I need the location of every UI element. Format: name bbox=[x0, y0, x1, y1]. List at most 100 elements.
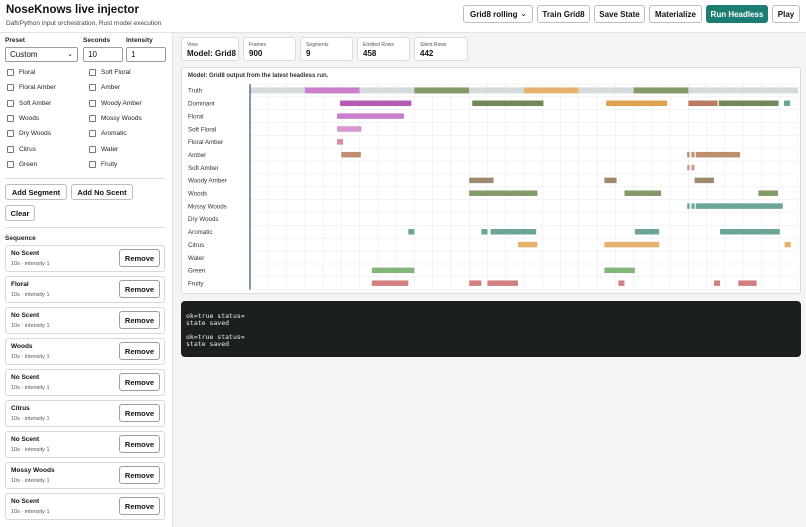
scent-checkbox[interactable]: Soft Amber bbox=[7, 99, 52, 107]
remove-button[interactable]: Remove bbox=[119, 435, 160, 453]
play-button[interactable]: Play bbox=[772, 5, 800, 23]
preset-select[interactable]: Custom ⌄ bbox=[5, 47, 78, 62]
checkbox-icon[interactable] bbox=[89, 145, 96, 153]
checkbox-icon[interactable] bbox=[89, 99, 96, 107]
scent-checkbox[interactable]: Mossy Woods bbox=[89, 114, 142, 122]
scent-checkbox-label: Fruity bbox=[101, 160, 118, 168]
train-button[interactable]: Train Grid8 bbox=[537, 5, 590, 23]
prediction-bar bbox=[691, 164, 695, 171]
stat-value: Model: Grid8 bbox=[187, 49, 236, 58]
preset-label: Preset bbox=[5, 37, 25, 44]
checkbox-icon[interactable] bbox=[7, 145, 14, 153]
remove-button[interactable]: Remove bbox=[119, 497, 160, 515]
remove-button[interactable]: Remove bbox=[119, 373, 160, 391]
scent-checkbox[interactable]: Soft Floral bbox=[89, 69, 131, 76]
scent-checkbox[interactable]: Woody Amber bbox=[89, 99, 142, 107]
prediction-bar bbox=[490, 229, 537, 235]
stat-label: View bbox=[187, 42, 198, 48]
prediction-bar bbox=[371, 267, 415, 274]
prediction-bar bbox=[687, 203, 690, 209]
intensity-label: Intensity bbox=[126, 37, 153, 44]
prediction-bar bbox=[341, 151, 361, 158]
prediction-bar bbox=[634, 229, 660, 235]
row-label: Dominant bbox=[188, 101, 215, 108]
remove-button[interactable]: Remove bbox=[119, 342, 160, 360]
sidebar: Preset Seconds Intensity Custom ⌄ 10 1 F… bbox=[0, 33, 173, 527]
truth-segment bbox=[359, 87, 415, 94]
prediction-bar bbox=[606, 100, 668, 107]
header-bar: NoseKnows live injector Daft/Python inpu… bbox=[0, 0, 806, 33]
truth-segment bbox=[688, 87, 798, 94]
prediction-bar bbox=[604, 177, 617, 184]
checkbox-icon[interactable] bbox=[7, 130, 14, 138]
seconds-input[interactable]: 10 bbox=[83, 47, 123, 62]
save-state-button[interactable]: Save State bbox=[594, 5, 645, 23]
prediction-bar bbox=[337, 126, 362, 132]
row-label: Citrus bbox=[188, 242, 204, 249]
model-select[interactable]: Grid8 rolling ⌄ bbox=[463, 5, 533, 23]
prediction-bar bbox=[487, 280, 518, 286]
scent-checkbox[interactable]: Fruity bbox=[89, 160, 118, 168]
scent-checkbox[interactable]: Floral Amber bbox=[7, 84, 56, 92]
scent-checkbox-label: Woody Amber bbox=[101, 99, 142, 107]
scent-checkbox-label: Amber bbox=[101, 84, 121, 92]
add-segment-button[interactable]: Add Segment bbox=[5, 184, 67, 200]
checkbox-icon[interactable] bbox=[7, 99, 14, 107]
sequence-item-meta: 10s · intensity 1 bbox=[11, 416, 50, 422]
sequence-item-name: Mossy Woods bbox=[11, 467, 55, 474]
chevron-down-icon: ⌄ bbox=[520, 9, 527, 18]
stat-label: Silent Rows bbox=[420, 42, 447, 48]
scent-checkbox[interactable]: Floral bbox=[7, 69, 35, 76]
stat-card: View Model: Grid8 bbox=[181, 37, 239, 61]
scent-checkbox-label: Soft Floral bbox=[101, 69, 131, 76]
row-label: Water bbox=[188, 255, 204, 262]
remove-button[interactable]: Remove bbox=[119, 249, 160, 267]
terminal-output: ok=true status= state saved ok=true status… bbox=[181, 301, 801, 357]
terminal-line: state saved bbox=[186, 340, 230, 348]
checkbox-icon[interactable] bbox=[89, 130, 96, 138]
scent-checkbox[interactable]: Water bbox=[89, 145, 118, 153]
sequence-item: Citrus 10s · intensity 1 Remove bbox=[5, 400, 165, 427]
checkbox-icon[interactable] bbox=[89, 69, 96, 76]
row-label: Fruity bbox=[188, 280, 204, 287]
prediction-bar bbox=[618, 280, 625, 286]
scent-checkbox[interactable]: Citrus bbox=[7, 145, 36, 153]
checkbox-icon[interactable] bbox=[7, 114, 14, 122]
checkbox-icon[interactable] bbox=[89, 84, 96, 92]
checkbox-icon[interactable] bbox=[7, 69, 14, 76]
scent-checkbox-label: Soft Amber bbox=[19, 99, 52, 107]
scent-checkbox[interactable]: Amber bbox=[89, 84, 121, 92]
remove-button[interactable]: Remove bbox=[119, 311, 160, 329]
prediction-bar bbox=[758, 190, 778, 196]
sequence-item-meta: 10s · intensity 1 bbox=[11, 354, 50, 360]
checkbox-icon[interactable] bbox=[7, 84, 14, 92]
intensity-input[interactable]: 1 bbox=[126, 47, 166, 62]
seconds-label: Seconds bbox=[83, 37, 111, 44]
remove-button[interactable]: Remove bbox=[119, 404, 160, 422]
remove-button[interactable]: Remove bbox=[119, 466, 160, 484]
prediction-bar bbox=[687, 164, 690, 171]
stat-value: 9 bbox=[306, 49, 311, 58]
divider bbox=[5, 227, 165, 228]
sequence-item-name: Woods bbox=[11, 343, 33, 350]
scent-checkbox[interactable]: Aromatic bbox=[89, 130, 127, 138]
prediction-bar bbox=[337, 113, 405, 119]
add-no-scent-button[interactable]: Add No Scent bbox=[71, 184, 133, 200]
scent-checkbox-label: Woods bbox=[19, 114, 40, 122]
scent-checkbox[interactable]: Green bbox=[7, 160, 37, 168]
scent-checkbox[interactable]: Dry Woods bbox=[7, 130, 51, 138]
app-subtitle: Daft/Python input orchestration, Rust mo… bbox=[6, 20, 162, 27]
checkbox-icon[interactable] bbox=[7, 160, 14, 168]
checkbox-icon[interactable] bbox=[89, 160, 96, 168]
row-label: Mossy Woods bbox=[188, 203, 227, 210]
remove-button[interactable]: Remove bbox=[119, 280, 160, 298]
materialize-button[interactable]: Materialize bbox=[649, 5, 702, 23]
terminal-line: ok=true status= bbox=[186, 312, 245, 320]
clear-button[interactable]: Clear bbox=[5, 205, 35, 221]
run-headless-button[interactable]: Run Headless bbox=[706, 5, 768, 23]
scent-checkbox[interactable]: Woods bbox=[7, 114, 40, 122]
prediction-bar bbox=[687, 151, 690, 158]
row-label: Woods bbox=[188, 191, 207, 198]
checkbox-icon[interactable] bbox=[89, 114, 96, 122]
scent-checkbox-label: Aromatic bbox=[101, 130, 127, 138]
